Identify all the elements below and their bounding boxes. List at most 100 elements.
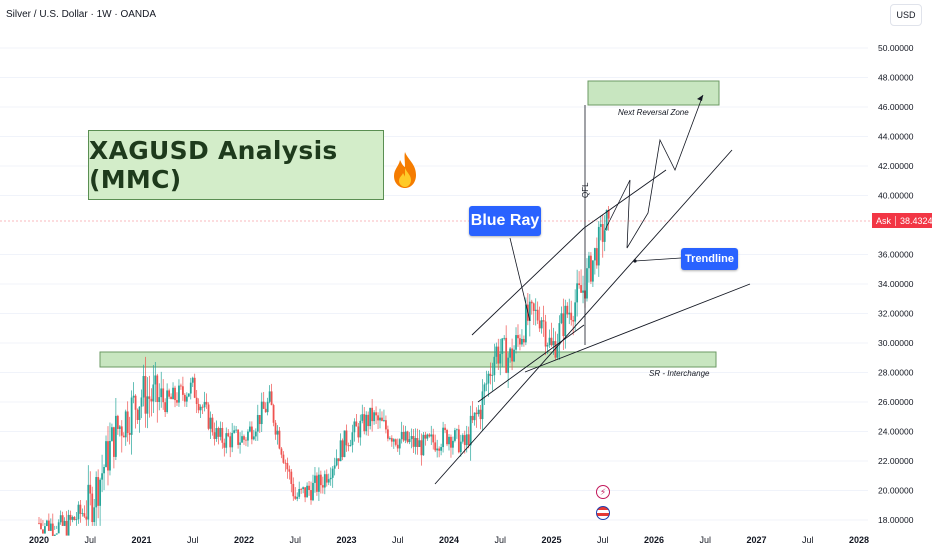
candle-body	[128, 432, 131, 435]
candle-body	[213, 432, 216, 439]
candle-body	[187, 393, 190, 397]
qfl-label: QFL	[581, 182, 590, 198]
candle-body	[73, 516, 76, 521]
candle-body	[521, 338, 523, 345]
blue-ray-pointer	[509, 237, 531, 322]
candle-body	[55, 533, 58, 535]
candle-body	[448, 436, 450, 445]
candle-body	[566, 305, 569, 315]
candle-body	[120, 426, 123, 436]
candle-body	[83, 513, 86, 517]
candle-body	[463, 435, 466, 446]
candle-body	[361, 414, 364, 421]
candle-body	[383, 420, 385, 421]
time-axis[interactable]: 2020 Jul 2021 Jul 2022 Jul 2023 Jul 2024 Jul 2025 J…	[29, 535, 869, 545]
candle-body	[250, 426, 253, 440]
candle-body	[524, 304, 527, 343]
candle-body	[365, 414, 368, 432]
candle-body	[152, 384, 155, 402]
candle-body	[440, 447, 443, 451]
candle-body	[69, 514, 72, 520]
blue-ray-callout[interactable]: Blue Ray	[469, 206, 541, 236]
candle-body	[164, 402, 167, 413]
candle-body	[562, 313, 565, 337]
candle-body	[65, 520, 68, 536]
analysis-title-box[interactable]: XAGUSD Analysis (MMC)	[88, 130, 384, 200]
candle-body	[379, 417, 381, 421]
candle-body	[331, 468, 334, 478]
time-tick-label: 2024	[439, 535, 459, 545]
candle-body	[209, 417, 212, 429]
lower-trendline	[524, 283, 751, 373]
candle-body	[536, 309, 539, 321]
candle-body	[339, 440, 342, 462]
candle-body	[278, 430, 281, 449]
candle-body	[511, 348, 513, 362]
price-axis[interactable]: 50.00000 48.00000 46.00000 44.00000 42.00000…	[878, 43, 914, 525]
candle-body	[172, 387, 174, 400]
candle-body	[599, 224, 602, 227]
time-tick-label: Jul	[289, 535, 301, 545]
candle-body	[444, 427, 446, 431]
price-tick-label: 32.00000	[878, 309, 914, 319]
currency-button[interactable]: USD	[890, 4, 922, 26]
candle-body	[280, 448, 283, 455]
candle-body	[349, 445, 352, 447]
candle-body	[442, 427, 444, 448]
candle-body	[97, 477, 100, 506]
candle-body	[268, 391, 271, 402]
time-tick-label: 2022	[234, 535, 254, 545]
candle-body	[335, 458, 338, 466]
candle-body	[481, 391, 484, 420]
candle-body	[487, 373, 490, 384]
candle-body	[318, 474, 320, 492]
candle-body	[44, 526, 46, 534]
projection-path	[604, 94, 704, 249]
candle-body	[306, 485, 308, 498]
candle-body	[450, 436, 452, 448]
candle-body	[260, 401, 263, 425]
time-tick-label: 2028	[849, 535, 869, 545]
candle-body	[513, 349, 515, 362]
price-tick-label: 44.00000	[878, 132, 914, 142]
candle-body	[357, 426, 360, 438]
candle-body	[345, 430, 348, 446]
time-tick-label: Jul	[494, 535, 506, 545]
candle-body	[388, 438, 391, 439]
us-flag-icon[interactable]	[596, 506, 610, 520]
candle-body	[249, 426, 251, 432]
candle-body	[477, 409, 480, 415]
candle-body	[446, 430, 448, 445]
candle-body	[515, 335, 517, 350]
candle-body	[402, 431, 405, 441]
candle-body	[459, 441, 462, 453]
candle-body	[262, 401, 265, 409]
candle-body	[325, 474, 328, 483]
candle-body	[124, 411, 127, 438]
candle-body	[310, 490, 312, 501]
lightning-icon[interactable]: ⚡	[596, 485, 610, 499]
channel-lower-line	[477, 324, 585, 403]
candle-body	[247, 431, 249, 441]
sr-interchange-label: SR - Interchange	[649, 369, 710, 378]
candle-body	[302, 487, 305, 490]
candle-body	[132, 395, 135, 398]
candle-body	[319, 474, 322, 486]
candle-body	[103, 466, 105, 474]
candle-body	[316, 475, 318, 492]
candle-body	[576, 283, 579, 303]
candle-body	[93, 507, 96, 523]
candle-body	[483, 384, 486, 392]
candle-body	[493, 356, 496, 376]
candle-body	[422, 434, 425, 456]
candle-body	[546, 345, 549, 347]
candle-body	[603, 230, 606, 242]
candle-body	[428, 434, 431, 437]
candle-body	[53, 534, 56, 536]
candle-body	[59, 515, 62, 523]
candle-body	[517, 335, 519, 339]
trendline-callout[interactable]: Trendline	[681, 248, 738, 270]
candle-body	[485, 383, 488, 385]
candle-body	[148, 396, 151, 399]
